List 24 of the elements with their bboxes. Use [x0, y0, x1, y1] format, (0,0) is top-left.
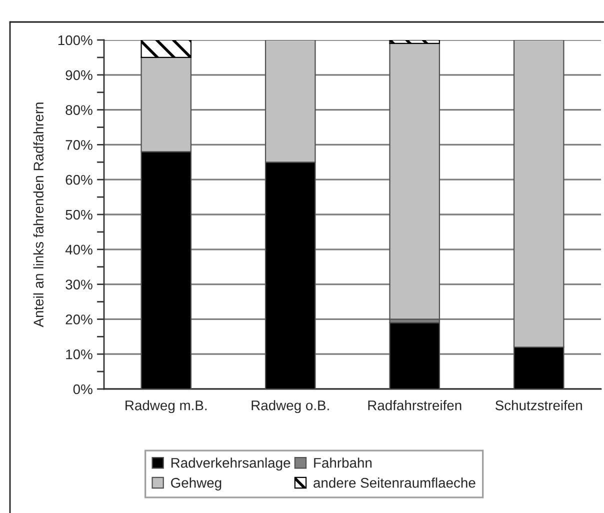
- y-tick-label: 40%: [65, 244, 92, 255]
- y-tick-label: 30%: [66, 280, 92, 290]
- legend-label: Radverkehrsanlage: [171, 458, 290, 471]
- x-tick-label: Schutzstreifen: [495, 400, 582, 410]
- bar: [140, 40, 192, 58]
- y-tick-label: 90%: [66, 70, 92, 80]
- x-tick-label: Radfahrstreifen: [368, 400, 462, 410]
- y-tick-label: 70%: [66, 140, 92, 150]
- y-tick-label: 50%: [66, 210, 92, 220]
- x-tick-label: Radweg m.B.: [126, 400, 207, 414]
- y-tick-label: 80%: [66, 105, 92, 115]
- y-tick-label: 100%: [58, 35, 92, 46]
- x-tick-label: Radweg o.B.: [252, 400, 329, 414]
- bar: [389, 42, 440, 320]
- y-tick-label: 60%: [66, 174, 92, 185]
- legend-label: Fahrbahn: [314, 458, 372, 468]
- bar: [389, 322, 440, 389]
- y-axis-title: Anteil an links fahrenden Radfahrern: [33, 102, 44, 328]
- bar: [389, 40, 440, 44]
- legend-label: Gehweg: [171, 478, 222, 491]
- y-tick-label: 20%: [66, 314, 92, 324]
- y-tick-label: 10%: [66, 349, 92, 360]
- y-tick-label: 0%: [73, 384, 92, 394]
- legend-label: andere Seitenraumflaeche: [314, 478, 476, 488]
